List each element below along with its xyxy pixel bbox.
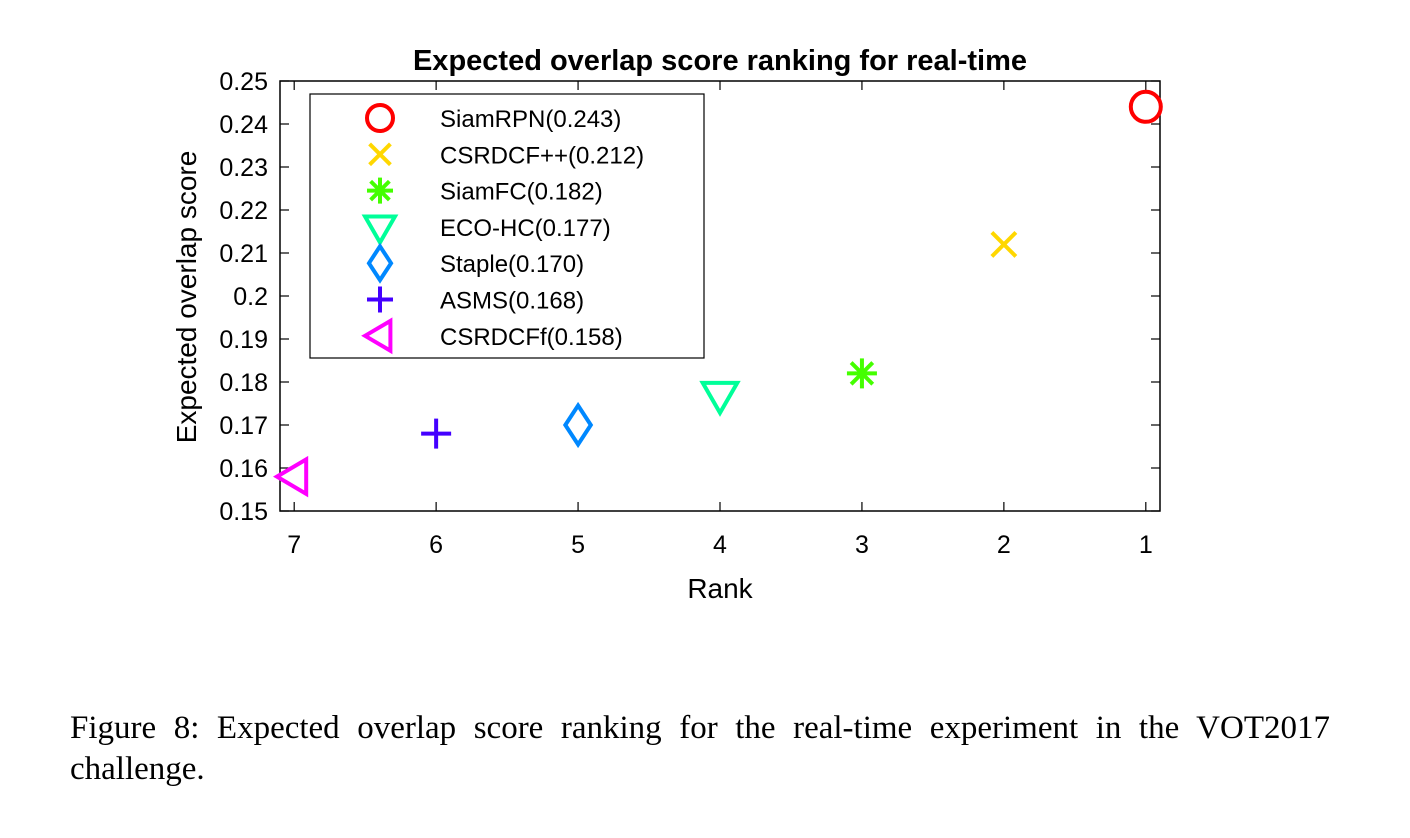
chart-title: Expected overlap score ranking for real-… bbox=[413, 45, 1027, 77]
x-axis-label: Rank bbox=[687, 573, 753, 604]
x-tick-label: 7 bbox=[287, 531, 301, 559]
data-point-diamond bbox=[562, 401, 594, 449]
y-tick-label: 0.2 bbox=[233, 283, 268, 311]
data-point-triangle-left bbox=[273, 455, 309, 498]
y-tick-label: 0.19 bbox=[219, 326, 268, 354]
legend-box bbox=[309, 93, 705, 359]
legend-marker-x bbox=[368, 142, 392, 167]
data-point-asterisk bbox=[846, 358, 877, 389]
x-tick-label: 4 bbox=[713, 531, 727, 559]
y-tick-label: 0.25 bbox=[219, 68, 268, 96]
y-tick-label: 0.21 bbox=[219, 240, 268, 268]
legend: SiamRPN(0.243) CSRDCF++(0.212) SiamFC(0.18… bbox=[309, 93, 705, 359]
x-tick-label: 3 bbox=[855, 531, 869, 559]
x-tick-label: 1 bbox=[1139, 531, 1153, 559]
y-tick-label: 0.15 bbox=[219, 498, 268, 526]
data-point-x bbox=[990, 230, 1018, 258]
legend-label: CSRDCFf(0.158) bbox=[440, 324, 623, 351]
y-tick-label: 0.24 bbox=[219, 111, 268, 139]
legend-label: SiamRPN(0.243) bbox=[440, 106, 621, 133]
figure-caption: Figure 8: Expected overlap score ranking… bbox=[70, 710, 1330, 787]
x-tick-label: 6 bbox=[429, 531, 443, 559]
chart: Expected overlap score ranking for real-… bbox=[171, 45, 1163, 604]
legend-marker-asterisk bbox=[367, 177, 393, 204]
axis-ticks: 7 6 5 4 3 2 1 0.15 0.16 0.17 0.18 0.19 0.2 0.21 0.22 0.… bbox=[219, 68, 1160, 559]
y-axis-label: Expected overlap score bbox=[171, 151, 202, 444]
legend-label: SiamFC(0.182) bbox=[440, 179, 603, 206]
y-tick-label: 0.17 bbox=[219, 412, 268, 440]
legend-marker-triangle-left bbox=[361, 317, 393, 355]
legend-label: ASMS(0.168) bbox=[440, 288, 584, 315]
y-tick-label: 0.18 bbox=[219, 369, 268, 397]
legend-label: ECO-HC(0.177) bbox=[440, 215, 611, 242]
data-points bbox=[273, 89, 1163, 498]
legend-marker-plus bbox=[367, 286, 393, 313]
data-point-plus bbox=[421, 418, 452, 449]
y-tick-label: 0.16 bbox=[219, 455, 268, 483]
data-point-circle bbox=[1128, 89, 1163, 124]
x-tick-label: 2 bbox=[997, 531, 1011, 559]
legend-marker-triangle-down bbox=[361, 214, 399, 247]
y-tick-label: 0.23 bbox=[219, 154, 268, 182]
data-point-triangle-down bbox=[699, 380, 741, 417]
x-tick-label: 5 bbox=[571, 531, 585, 559]
legend-marker-circle bbox=[365, 103, 395, 133]
legend-label: CSRDCF++(0.212) bbox=[440, 142, 644, 169]
legend-label: Staple(0.170) bbox=[440, 251, 584, 278]
y-tick-label: 0.22 bbox=[219, 197, 268, 225]
legend-marker-diamond bbox=[366, 242, 394, 284]
